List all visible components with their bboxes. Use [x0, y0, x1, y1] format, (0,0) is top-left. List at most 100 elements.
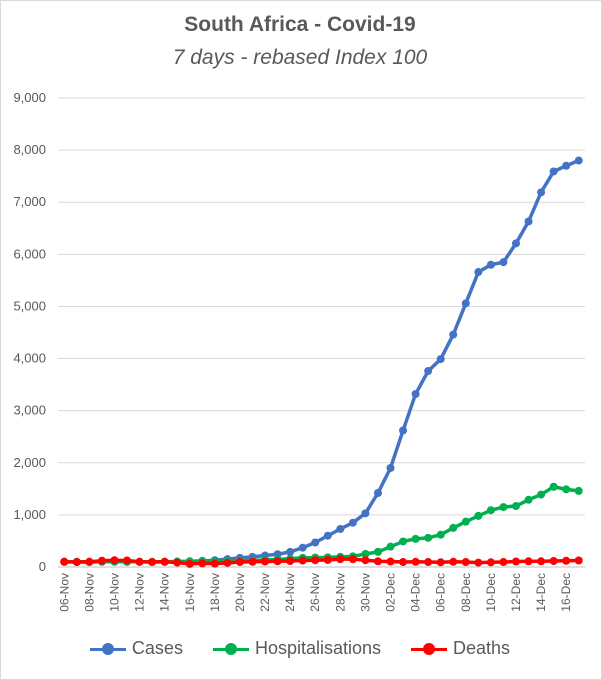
data-point-deaths: [160, 557, 169, 566]
data-point-hospitalisations: [549, 482, 558, 491]
data-point-deaths: [424, 558, 433, 567]
data-point-cases: [386, 463, 395, 472]
data-point-cases: [298, 543, 307, 552]
data-point-hospitalisations: [562, 485, 571, 494]
y-tick-label: 1,000: [13, 507, 46, 522]
data-point-deaths: [173, 558, 182, 567]
data-point-deaths: [60, 557, 69, 566]
legend-swatch-hospitalisations: [212, 642, 249, 656]
data-point-deaths: [72, 558, 81, 567]
data-point-cases: [424, 367, 433, 376]
data-point-cases: [348, 518, 357, 527]
data-point-hospitalisations: [411, 534, 420, 543]
x-tick-label: 20-Nov: [233, 573, 247, 612]
y-tick-label: 9,000: [13, 90, 46, 105]
data-point-deaths: [261, 557, 270, 566]
data-point-hospitalisations: [373, 547, 382, 556]
data-point-cases: [486, 260, 495, 269]
data-point-deaths: [449, 557, 458, 566]
series-line-hospitalisations: [64, 485, 579, 564]
data-point-cases: [562, 161, 571, 170]
chart-subtitle: 7 days - rebased Index 100: [172, 46, 428, 69]
data-point-deaths: [110, 556, 119, 565]
data-point-deaths: [511, 557, 520, 566]
data-point-cases: [436, 355, 445, 364]
data-point-deaths: [474, 558, 483, 567]
legend-label: Deaths: [453, 638, 511, 658]
x-tick-label: 02-Dec: [384, 573, 398, 612]
x-tick-label: 14-Nov: [158, 573, 172, 612]
data-point-hospitalisations: [524, 495, 533, 504]
data-point-hospitalisations: [499, 503, 508, 512]
data-point-hospitalisations: [424, 533, 433, 542]
data-point-cases: [323, 531, 332, 540]
x-tick-label: 18-Nov: [208, 573, 222, 612]
data-point-cases: [537, 188, 546, 197]
data-point-deaths: [486, 558, 495, 567]
data-point-deaths: [85, 557, 94, 566]
data-point-deaths: [537, 557, 546, 566]
data-point-deaths: [574, 556, 583, 565]
data-point-deaths: [123, 556, 132, 565]
data-point-hospitalisations: [574, 486, 583, 495]
data-point-deaths: [135, 557, 144, 566]
data-point-deaths: [348, 555, 357, 564]
data-point-deaths: [235, 558, 244, 567]
data-point-deaths: [524, 557, 533, 566]
data-point-cases: [399, 426, 408, 435]
y-tick-label: 2,000: [13, 455, 46, 470]
x-tick-label: 24-Nov: [283, 573, 297, 612]
x-tick-label: 08-Dec: [459, 573, 473, 612]
data-point-hospitalisations: [474, 511, 483, 520]
data-point-deaths: [273, 557, 282, 566]
data-point-cases: [549, 167, 558, 176]
y-tick-label: 4,000: [13, 351, 46, 366]
data-point-deaths: [223, 558, 232, 567]
line-chart-plot: 0 1,000 2,000 3,000 4,000 5,000 6,000 7,000 8,00…: [13, 90, 585, 612]
data-point-cases: [461, 299, 470, 308]
x-tick-label: 06-Nov: [57, 573, 71, 612]
data-point-deaths: [311, 556, 320, 565]
data-point-hospitalisations: [436, 530, 445, 539]
data-point-cases: [336, 524, 345, 533]
gridlines: [58, 97, 585, 568]
data-point-hospitalisations: [399, 537, 408, 546]
data-point-deaths: [248, 557, 257, 566]
x-tick-label: 06-Dec: [434, 573, 448, 612]
x-tick-label: 12-Dec: [509, 573, 523, 612]
x-axis: 06-Nov 08-Nov 10-Nov 12-Nov 14-Nov 16-Nov 18-N…: [57, 573, 573, 612]
x-tick-label: 28-Nov: [333, 573, 347, 612]
data-point-deaths: [323, 555, 332, 564]
data-point-cases: [411, 389, 420, 398]
series-line-cases: [64, 158, 580, 564]
legend-label: Cases: [131, 638, 183, 658]
y-tick-label: 6,000: [13, 246, 46, 261]
x-tick-label: 10-Nov: [107, 573, 121, 612]
data-point-hospitalisations: [449, 523, 458, 532]
data-point-deaths: [499, 558, 508, 567]
data-point-cases: [524, 217, 533, 226]
data-point-cases: [499, 258, 508, 267]
data-point-cases: [286, 547, 295, 556]
data-point-deaths: [336, 555, 345, 564]
legend-swatch-cases: [89, 642, 126, 656]
x-tick-label: 16-Nov: [183, 573, 197, 612]
data-point-cases: [511, 239, 520, 248]
data-point-deaths: [549, 557, 558, 566]
data-point-hospitalisations: [461, 517, 470, 526]
data-point-deaths: [562, 556, 571, 565]
data-point-deaths: [185, 559, 194, 568]
y-tick-label: 8,000: [13, 142, 46, 157]
chart-title: South Africa - Covid-19: [184, 13, 416, 36]
x-tick-label: 08-Nov: [82, 573, 96, 612]
data-point-deaths: [361, 556, 370, 565]
data-point-cases: [361, 509, 370, 518]
series-deaths: [60, 555, 583, 568]
data-point-cases: [311, 538, 320, 547]
data-point-cases: [373, 489, 382, 498]
x-tick-label: 10-Dec: [484, 573, 498, 612]
series-lines: [60, 156, 583, 568]
data-point-cases: [574, 156, 583, 165]
y-tick-label: 5,000: [13, 298, 46, 313]
data-point-hospitalisations: [511, 502, 520, 511]
